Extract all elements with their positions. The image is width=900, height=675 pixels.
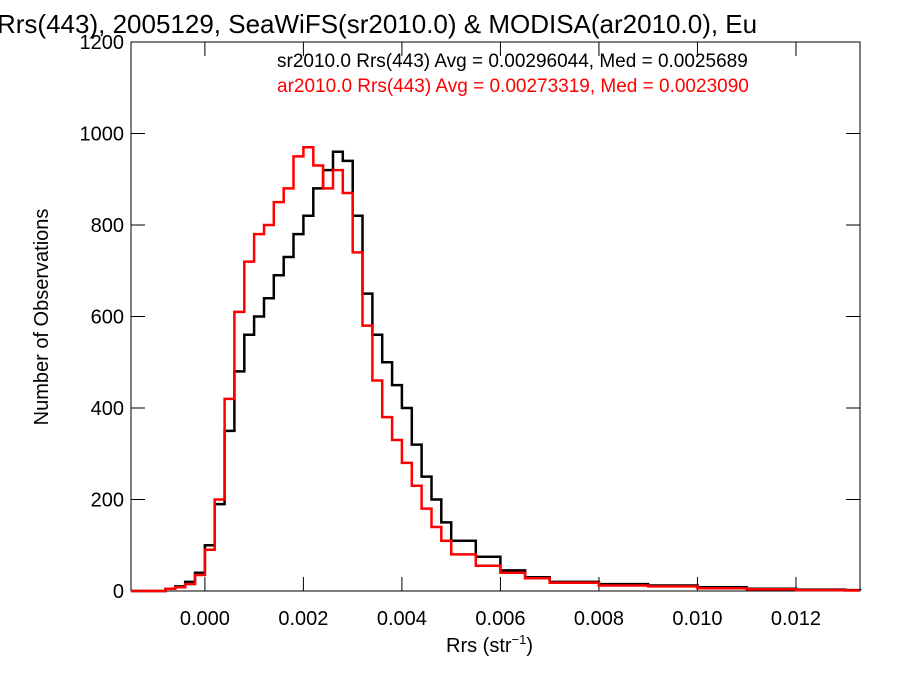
x-tick-label: 0.012 — [771, 608, 821, 630]
legend-entry-ar2010: ar2010.0 Rrs(443) Avg = 0.00273319, Med … — [277, 76, 749, 97]
series-line-ar2010 — [131, 145, 860, 593]
x-tick-label: 0.008 — [574, 608, 624, 630]
x-tick-label: 0.004 — [377, 608, 427, 630]
x-axis-label: Rrs (str−1) — [446, 632, 533, 657]
x-tick-label: 0.006 — [475, 608, 525, 630]
legend-entry-sr2010: sr2010.0 Rrs(443) Avg = 0.00296044, Med … — [277, 51, 748, 72]
y-tick-label: 400 — [91, 398, 124, 420]
y-tick-label: 0 — [113, 581, 124, 603]
x-axis-label-main: Rrs (str — [446, 635, 512, 657]
x-tick-label: 0.010 — [672, 608, 722, 630]
plot-frame — [130, 41, 861, 592]
series-line-sr2010 — [131, 150, 862, 593]
x-tick-label: 0.000 — [180, 608, 230, 630]
x-axis: 0.000 0.002 0.004 0.006 0.008 0.010 0.012 — [180, 42, 821, 630]
x-tick-label: 0.002 — [278, 608, 328, 630]
y-tick-label: 200 — [91, 490, 124, 512]
x-axis-label-superscript: −1 — [512, 632, 527, 647]
y-axis-label: Number of Observations — [31, 209, 53, 426]
y-axis: 0 200 400 600 800 1000 1200 — [80, 32, 860, 603]
chart-title: Rrs(443), 2005129, SeaWiFS(sr2010.0) & M… — [0, 9, 757, 39]
y-tick-label: 800 — [91, 215, 124, 237]
y-tick-label: 600 — [91, 307, 124, 329]
y-tick-label: 1200 — [80, 32, 125, 54]
x-axis-label-close: ) — [526, 635, 533, 657]
series-layer — [131, 145, 862, 593]
y-tick-label: 1000 — [80, 124, 125, 146]
